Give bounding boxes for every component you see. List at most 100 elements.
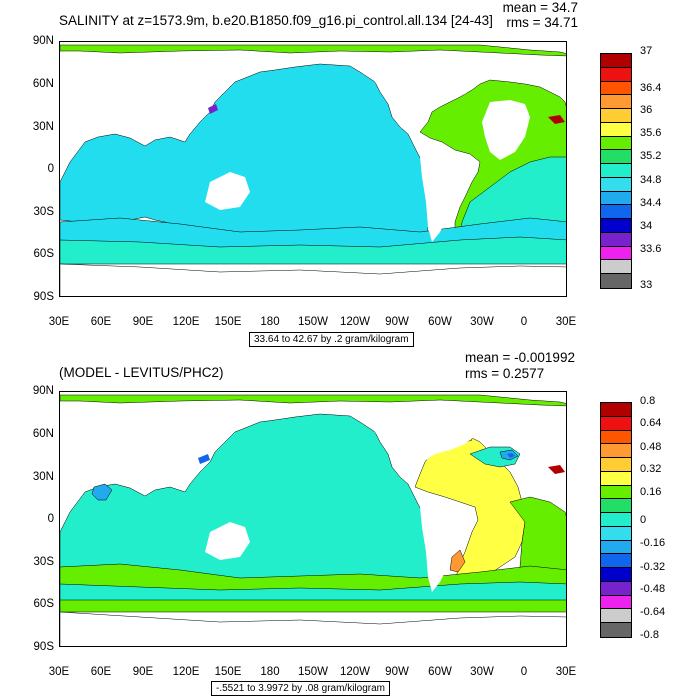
x-tick-label: 90W bbox=[385, 666, 409, 678]
colorbar-label: 35.2 bbox=[640, 150, 662, 162]
contour-range-label: 33.64 to 42.67 by .2 gram/kilogram bbox=[249, 332, 414, 347]
colorbar-swatch bbox=[601, 191, 631, 206]
colorbar-label: 0.48 bbox=[640, 441, 662, 453]
colorbar-label: 34.4 bbox=[640, 197, 662, 209]
colorbar-swatch bbox=[601, 205, 631, 219]
x-tick-label: 120W bbox=[339, 666, 371, 678]
x-tick-label: 150E bbox=[214, 316, 242, 328]
x-tick-label: 30E bbox=[48, 666, 70, 678]
colorbar-swatch bbox=[601, 623, 631, 637]
colorbar-swatch bbox=[601, 246, 631, 261]
x-tick-label: 0 bbox=[520, 666, 528, 678]
y-tick-label: 0 bbox=[47, 163, 54, 175]
x-tick-label: 90W bbox=[385, 316, 409, 328]
colorbar-swatch bbox=[601, 444, 631, 458]
colorbar-swatch bbox=[601, 136, 631, 151]
x-tick-label: 120E bbox=[172, 316, 200, 328]
colorbar-swatch bbox=[601, 219, 631, 233]
y-tick-label: 90N bbox=[32, 385, 54, 397]
rms-stat: rms = 34.71 bbox=[506, 15, 578, 30]
colorbar-swatch bbox=[601, 581, 631, 596]
x-tick-label: 150E bbox=[214, 666, 242, 678]
colorbar-label: 34.8 bbox=[640, 174, 662, 186]
colorbar bbox=[600, 402, 632, 638]
y-tick-label: 60S bbox=[33, 598, 54, 610]
x-tick-label: 180 bbox=[260, 666, 280, 678]
colorbar-swatch bbox=[601, 403, 631, 417]
y-tick-label: 60N bbox=[32, 78, 54, 90]
colorbar-swatch bbox=[601, 274, 631, 288]
map-svg bbox=[60, 44, 566, 296]
colorbar-label: 37 bbox=[640, 45, 653, 57]
y-tick-label: 60N bbox=[32, 428, 54, 440]
colorbar-swatch bbox=[601, 568, 631, 582]
x-tick-label: 150W bbox=[297, 666, 329, 678]
colorbar-swatch bbox=[601, 122, 631, 137]
colorbar-swatch bbox=[601, 458, 631, 472]
colorbar-swatch bbox=[601, 54, 631, 68]
y-tick-label: 30S bbox=[33, 206, 54, 218]
mean-stat: mean = 34.7 bbox=[502, 0, 578, 15]
colorbar-swatch bbox=[601, 499, 631, 513]
x-tick-label: 60W bbox=[428, 666, 452, 678]
colorbar-swatch bbox=[601, 513, 631, 527]
colorbar-label: -0.64 bbox=[640, 606, 666, 618]
colorbar-swatch bbox=[601, 595, 631, 610]
colorbar bbox=[600, 53, 632, 289]
x-tick-label: 120E bbox=[172, 666, 200, 678]
mean-stat: mean = -0.001992 bbox=[465, 350, 575, 365]
panel-title: SALINITY at z=1573.9m, b.e20.B1850.f09_g… bbox=[59, 13, 493, 28]
colorbar-swatch bbox=[601, 232, 631, 247]
colorbar-label: -0.32 bbox=[640, 561, 666, 573]
x-tick-label: 60W bbox=[428, 316, 452, 328]
colorbar-label: 33 bbox=[640, 279, 653, 291]
colorbar-label: 0.32 bbox=[640, 463, 662, 475]
colorbar-swatch bbox=[601, 416, 631, 431]
x-tick-label: 60E bbox=[90, 666, 112, 678]
colorbar-swatch bbox=[601, 526, 631, 541]
colorbar-swatch bbox=[601, 81, 631, 96]
y-tick-label: 30N bbox=[32, 471, 54, 483]
y-tick-label: 90N bbox=[32, 35, 54, 47]
colorbar-label: 33.6 bbox=[640, 243, 662, 255]
panel-title: (MODEL - LEVITUS/PHC2) bbox=[59, 365, 224, 380]
x-tick-label: 90E bbox=[132, 666, 154, 678]
colorbar-label: -0.16 bbox=[640, 537, 666, 549]
map-svg bbox=[60, 394, 566, 646]
x-tick-label: 30W bbox=[470, 316, 494, 328]
colorbar-label: 0.64 bbox=[640, 417, 662, 429]
colorbar-label: 34 bbox=[640, 220, 653, 232]
colorbar-swatch bbox=[601, 609, 631, 623]
colorbar-swatch bbox=[601, 177, 631, 192]
colorbar-swatch bbox=[601, 485, 631, 500]
colorbar-swatch bbox=[601, 471, 631, 486]
y-tick-label: 0 bbox=[47, 513, 54, 525]
contour-range-label: -.5521 to 3.9972 by .08 gram/kilogram bbox=[211, 681, 390, 696]
x-tick-label: 180 bbox=[260, 316, 280, 328]
colorbar-swatch bbox=[601, 164, 631, 178]
x-tick-label: 60E bbox=[90, 316, 112, 328]
colorbar-label: 0.16 bbox=[640, 486, 662, 498]
colorbar-swatch bbox=[601, 67, 631, 82]
colorbar-swatch bbox=[601, 95, 631, 109]
y-tick-label: 90S bbox=[33, 291, 54, 303]
x-tick-label: 30E bbox=[555, 666, 577, 678]
x-tick-label: 30E bbox=[555, 316, 577, 328]
difference-map bbox=[59, 391, 567, 647]
x-tick-label: 90E bbox=[132, 316, 154, 328]
salinity-panel: SALINITY at z=1573.9m, b.e20.B1850.f09_g… bbox=[32, 0, 662, 347]
colorbar-label: 35.6 bbox=[640, 127, 662, 139]
rms-stat: rms = 0.2577 bbox=[465, 366, 545, 381]
difference-panel: (MODEL - LEVITUS/PHC2) mean = -0.001992 … bbox=[0, 350, 700, 700]
colorbar-label: 36 bbox=[640, 104, 653, 116]
colorbar-label: -0.8 bbox=[640, 629, 659, 641]
y-tick-label: 30N bbox=[32, 121, 54, 133]
colorbar-label: 0.8 bbox=[640, 395, 656, 407]
salinity-map bbox=[59, 41, 567, 297]
colorbar-swatch bbox=[601, 260, 631, 274]
colorbar-label: 0 bbox=[640, 514, 647, 526]
colorbar-swatch bbox=[601, 430, 631, 445]
colorbar-swatch bbox=[601, 150, 631, 164]
colorbar-label: 36.4 bbox=[640, 82, 662, 94]
colorbar-swatch bbox=[601, 540, 631, 555]
